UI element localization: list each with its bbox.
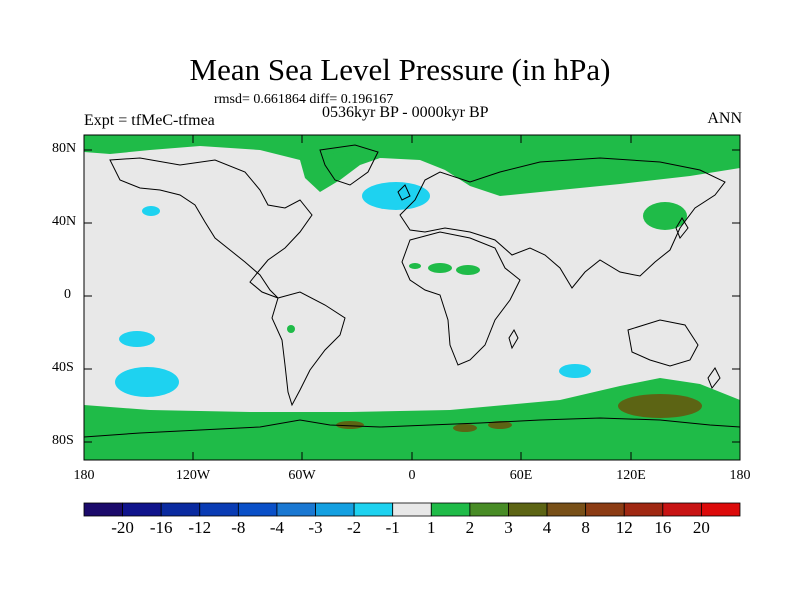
- lat-label-80s: 80S: [52, 433, 74, 448]
- eurasia-coast: [399, 157, 726, 289]
- lat-ticks: [84, 149, 740, 443]
- british-isles-coast: [397, 184, 411, 201]
- colorbar-label: 1: [427, 518, 436, 537]
- colorbar-label: 4: [542, 518, 552, 537]
- colorbar-swatch: [469, 502, 509, 517]
- colorbar-label: -1: [385, 518, 400, 537]
- lon-label-0: 0: [408, 468, 416, 483]
- east-asia-positive-region: [643, 202, 687, 230]
- lat-label-40n: 40N: [52, 214, 77, 229]
- greenland-positive: [328, 152, 352, 168]
- plot-title: Mean Sea Level Pressure (in hPa): [189, 52, 611, 87]
- experiment-label: Expt = tfMeC-tfmea: [84, 112, 215, 129]
- lat-label-40s: 40S: [52, 360, 74, 375]
- antarctic-positive-region: [84, 378, 740, 460]
- lon-label-60w: 60W: [288, 468, 316, 483]
- colorbar-label: 16: [654, 518, 672, 537]
- new-zealand-coast: [707, 367, 721, 389]
- greenland-coast: [319, 144, 379, 186]
- colorbar-label: -12: [188, 518, 212, 537]
- colorbar-swatch: [623, 502, 664, 517]
- antarctic-strong-positive-1: [618, 394, 702, 418]
- south-pacific-negative-1: [119, 331, 155, 347]
- lat-label-0: 0: [64, 287, 71, 302]
- sahel-positive-3: [409, 263, 421, 269]
- colorbar-swatch: [237, 502, 278, 517]
- south-pacific-negative-2: [115, 367, 179, 397]
- period-label: 0536kyr BP - 0000kyr BP: [322, 104, 489, 121]
- colorbar-label: 8: [581, 518, 590, 537]
- colorbar-swatch: [83, 502, 123, 517]
- colorbar-swatch: [276, 502, 316, 517]
- colorbar-label: -20: [111, 518, 134, 537]
- lon-label-120w: 120W: [175, 468, 211, 483]
- japan-coast: [675, 217, 689, 239]
- lat-label-80n: 80N: [52, 141, 77, 156]
- colorbar-label: -16: [149, 518, 173, 537]
- lon-label-60e: 60E: [509, 468, 533, 483]
- colorbar-swatch: [701, 502, 741, 517]
- africa-coast: [401, 231, 521, 366]
- australia-coast: [627, 319, 699, 367]
- antarctic-strong-positive-2: [336, 421, 364, 429]
- north-america-coast: [109, 157, 313, 299]
- coastlines: [83, 144, 741, 438]
- colorbar-swatch: [585, 502, 625, 517]
- north-atlantic-negative: [362, 182, 430, 210]
- colorbar-label: 12: [615, 518, 633, 537]
- arctic-positive-region: [84, 135, 740, 196]
- colorbar-swatch: [199, 502, 239, 517]
- lon-label-120e: 120E: [616, 468, 646, 483]
- lon-label-180w: 180: [73, 468, 95, 483]
- antarctic-strong-positive-3: [453, 424, 477, 432]
- stats-line: rmsd= 0.661864 diff= 0.196167: [214, 92, 394, 107]
- colorbar-swatch: [122, 502, 162, 517]
- colorbar-swatch: [392, 502, 432, 517]
- colorbar-swatch: [546, 502, 587, 517]
- colorbar-swatch: [160, 502, 201, 517]
- sahel-positive-2: [456, 265, 480, 275]
- season-label: ANN: [707, 110, 742, 127]
- colorbar-label: -8: [231, 518, 246, 537]
- colorbar-label: 3: [504, 518, 513, 537]
- lon-ticks: [192, 135, 632, 460]
- colorbar: [83, 502, 741, 517]
- colorbar-label: -3: [308, 518, 323, 537]
- colorbar-label: -4: [269, 518, 285, 537]
- indian-ocean-negative: [559, 364, 591, 378]
- anomaly-regions: [84, 135, 740, 460]
- colorbar-label: 2: [465, 518, 475, 537]
- antarctica-coast: [83, 417, 741, 438]
- colorbar-label: 20: [692, 518, 710, 537]
- colorbar-swatch: [315, 502, 355, 517]
- south-america-coast: [271, 291, 346, 407]
- colorbar-swatch: [662, 502, 702, 517]
- colorbar-swatch: [353, 502, 394, 517]
- colorbar-swatch: [508, 502, 548, 517]
- colorbar-swatch: [430, 502, 471, 517]
- andes-positive: [287, 325, 295, 333]
- madagascar-coast: [508, 328, 519, 350]
- colorbar-label: -2: [347, 518, 362, 537]
- sahel-positive-1: [428, 263, 452, 273]
- antarctic-strong-positive-4: [488, 421, 512, 429]
- lon-label-180e: 180: [729, 468, 751, 483]
- north-pacific-negative: [142, 206, 160, 216]
